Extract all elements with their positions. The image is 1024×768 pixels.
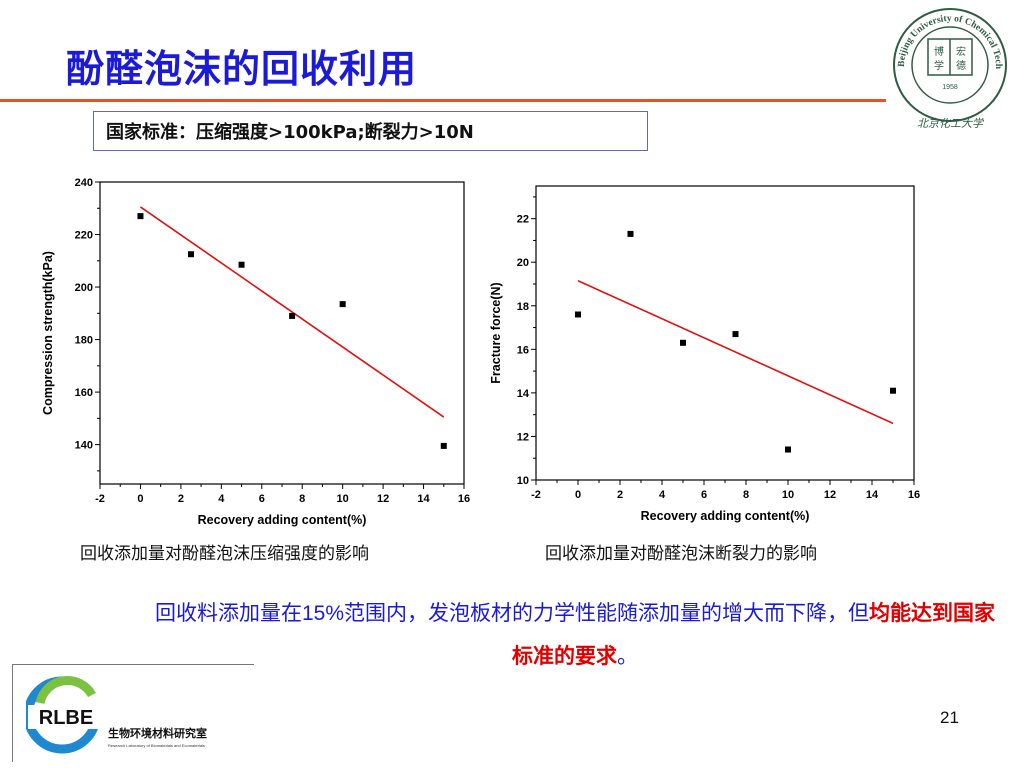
x-tick-label: 8	[299, 493, 305, 505]
x-tick-label: 16	[908, 489, 920, 501]
y-tick-label: 220	[75, 230, 93, 242]
y-tick-label: 180	[75, 335, 93, 347]
data-point	[627, 230, 634, 237]
y-tick-label: 14	[517, 388, 530, 400]
data-point	[289, 312, 296, 319]
x-tick-label: 4	[659, 489, 666, 501]
y-axis-label: Compression strength(kPa)	[41, 251, 55, 415]
y-tick-label: 18	[517, 301, 529, 313]
data-point	[575, 311, 581, 318]
x-axis-label: Recovery adding content(%)	[198, 513, 367, 527]
svg-text:宏: 宏	[956, 45, 966, 58]
x-tick-label: -2	[95, 493, 105, 505]
compression-strength-chart: -2 0 2 4 6 8 10 12 14 16 140 160 180 200 220 240 Recover…	[41, 177, 470, 527]
svg-text:Research Laboratory of Biomate: Research Laboratory of Biomaterials and …	[108, 743, 205, 748]
plot-frame	[99, 181, 465, 485]
svg-text:生物环境材料研究室: 生物环境材料研究室	[108, 726, 207, 740]
data-point	[137, 213, 144, 220]
svg-text:学: 学	[934, 59, 944, 72]
y-tick-label: 22	[517, 214, 529, 226]
footer-divider-horizontal	[12, 664, 254, 665]
x-tick-label: 10	[337, 493, 349, 505]
svg-text:1958: 1958	[942, 84, 958, 91]
page-number: 21	[940, 708, 959, 727]
rlbe-lab-logo: RLBE 生物环境材料研究室 Research Laboratory of Bi…	[26, 675, 207, 754]
fracture-force-chart: -2 0 2 4 6 8 10 12 14 16 10 12 14 16 18 20 22 Recovery ad…	[488, 184, 920, 523]
university-seal-logo: Beijing University of Chemical Technolog…	[884, 5, 1007, 130]
x-tick-label: 8	[743, 489, 749, 501]
footer-divider-vertical	[12, 664, 13, 762]
slide-title: 酚醛泡沫的回收利用	[66, 47, 418, 91]
y-tick-label: 160	[75, 387, 93, 399]
svg-text:德: 德	[956, 59, 966, 72]
title-divider	[0, 99, 886, 102]
data-point	[785, 446, 791, 453]
data-point	[238, 261, 245, 268]
conclusion-highlight: 均能达到国家标准的要求	[512, 600, 996, 668]
y-tick-label: 240	[75, 177, 93, 189]
y-tick-label: 20	[517, 257, 529, 269]
x-tick-label: 12	[377, 493, 389, 505]
conclusion-text: 回收料添加量在15%范围内，发泡板材的力学性能随添加量的增大而下降，但均能达到国…	[150, 592, 1000, 677]
x-tick-label: 6	[701, 489, 707, 501]
data-point	[188, 251, 194, 258]
svg-text:RLBE: RLBE	[39, 707, 93, 729]
fit-line	[577, 280, 894, 425]
conclusion-part-2: 范围内，发泡板材的力学性能随添加量的增大而下降，但	[344, 601, 870, 625]
x-tick-label: 0	[137, 493, 143, 505]
x-tick-label: 4	[218, 493, 225, 505]
x-tick-label: 2	[617, 489, 623, 501]
x-tick-label: 6	[259, 493, 265, 505]
data-point	[680, 339, 686, 346]
data-point	[890, 387, 896, 394]
fit-line	[139, 206, 445, 418]
axis-label-mask-bottom	[488, 394, 510, 484]
y-tick-label: 16	[517, 344, 529, 356]
y-tick-label: 140	[75, 440, 93, 452]
y-tick-label: 10	[517, 475, 529, 487]
data-point	[440, 442, 447, 449]
y-tick-label: 200	[75, 282, 93, 294]
caption-fracture-force: 回收添加量对酚醛泡沫断裂力的影响	[545, 544, 817, 564]
axis-label-mask-top	[488, 184, 510, 258]
conclusion-end: 。	[617, 644, 638, 668]
x-tick-label: 0	[575, 489, 581, 501]
conclusion-part-1: 回收料添加量在	[154, 601, 302, 625]
x-tick-label: 10	[782, 489, 794, 501]
y-axis-label: Fracture force(N)	[489, 282, 503, 383]
x-tick-label: 16	[458, 493, 470, 505]
data-point	[339, 301, 346, 308]
x-tick-label: 2	[178, 493, 184, 505]
svg-text:北京化工大学: 北京化工大学	[917, 117, 985, 130]
plot-frame	[535, 185, 915, 481]
data-point	[732, 331, 739, 338]
y-tick-label: 12	[517, 431, 529, 443]
svg-text:博: 博	[934, 45, 944, 58]
x-tick-label: 14	[417, 493, 430, 505]
conclusion-percent: 15%	[301, 602, 345, 625]
x-tick-label: 14	[866, 489, 879, 501]
national-standard-box: 国家标准：压缩强度>100kPa;断裂力>10N	[93, 111, 648, 151]
caption-compression-strength: 回收添加量对酚醛泡沫压缩强度的影响	[80, 544, 369, 564]
x-tick-label: 12	[824, 489, 836, 501]
x-axis-label: Recovery adding content(%)	[641, 509, 810, 523]
x-tick-label: -2	[531, 489, 541, 501]
